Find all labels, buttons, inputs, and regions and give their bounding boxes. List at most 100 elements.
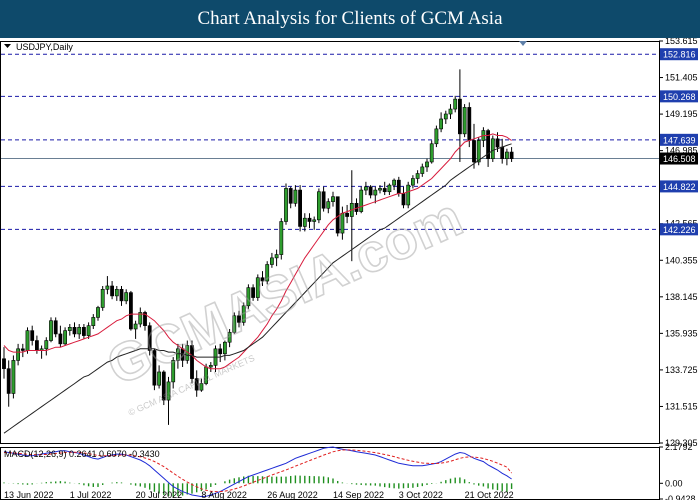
candle-body <box>448 108 453 115</box>
candle-body <box>415 173 420 179</box>
candle-body <box>114 288 119 297</box>
candle-body <box>425 161 429 168</box>
x-tick-label: 3 Oct 2022 <box>399 490 443 500</box>
candle-body <box>302 217 307 227</box>
candle-body <box>378 188 382 191</box>
level-label-box <box>660 180 698 193</box>
x-tick-label: 13 Jun 2022 <box>4 490 54 500</box>
candle-body <box>227 331 232 343</box>
y-tick-label: 140.355 <box>665 255 698 265</box>
candle-body <box>363 186 368 191</box>
candle-body <box>316 191 321 221</box>
candle-body <box>44 340 49 350</box>
macd-signal-line <box>3 449 512 493</box>
level-label-box <box>660 48 698 61</box>
candle-body <box>462 107 467 135</box>
candle-body <box>138 312 143 325</box>
x-axis-labels: 13 Jun 2022 1 Jul 2022 20 Jul 2022 8 Aug 20… <box>4 490 514 500</box>
candle-body <box>30 330 35 341</box>
candle-body <box>20 348 25 351</box>
candle-body <box>82 327 86 336</box>
level-label: 150.268 <box>663 92 696 102</box>
candle-body <box>63 330 68 345</box>
level-label: 147.639 <box>663 135 696 145</box>
price-pane: 153.615151.405149.195146.985144.775142.5… <box>0 38 698 448</box>
candle-body <box>77 327 82 335</box>
macd-y-tick-label: -0.9428 <box>665 494 696 500</box>
x-tick-label: 26 Aug 2022 <box>267 490 318 500</box>
candle-body <box>199 383 204 391</box>
macd-y-tick-label: 0.00 <box>665 478 683 488</box>
macd-main-line <box>3 446 512 498</box>
dropdown-triangle-icon[interactable] <box>4 44 11 48</box>
candle-body <box>119 288 124 302</box>
chart-area: 153.615151.405149.195146.985144.775142.5… <box>0 38 698 500</box>
x-tick-label: 20 Jul 2022 <box>136 490 183 500</box>
y-tick-label: 138.145 <box>665 292 698 302</box>
y-tick-label: 151.405 <box>665 73 698 83</box>
candle-body <box>335 196 340 234</box>
candle-body <box>208 365 213 368</box>
candle-body <box>340 212 345 234</box>
moving-average-line <box>3 133 512 370</box>
candle-body <box>396 179 401 194</box>
candle-body <box>260 277 265 282</box>
candle-body <box>269 257 274 265</box>
candle-body <box>72 327 77 335</box>
candle-body <box>251 287 256 298</box>
candle-body <box>255 277 260 298</box>
candle-body <box>279 221 284 255</box>
candle-body <box>467 107 472 141</box>
candle-body <box>194 378 199 391</box>
candle-body <box>420 166 425 174</box>
page-title: Chart Analysis for Clients of GCM Asia <box>0 0 700 38</box>
candle-body <box>91 317 96 326</box>
x-tick-label: 14 Sep 2022 <box>333 490 384 500</box>
candle-body <box>486 130 491 159</box>
x-tick-label: 21 Oct 2022 <box>465 490 514 500</box>
candle-body <box>86 325 91 336</box>
candle-body <box>237 315 241 323</box>
level-label: 152.816 <box>663 50 696 60</box>
candle-body <box>331 196 335 202</box>
candle-body <box>359 189 364 212</box>
candle-body <box>246 287 251 307</box>
macd-label: MACD(12,26,9) 0.2641 0.6070 -0.3430 <box>4 449 160 459</box>
x-tick-label: 8 Aug 2022 <box>201 490 247 500</box>
current-price-label: 146.508 <box>663 154 696 164</box>
autoscroll-marker-icon <box>519 41 527 46</box>
y-tick-label: 135.935 <box>665 328 698 338</box>
price-pane-border <box>0 41 660 444</box>
level-label-box <box>660 223 698 236</box>
candle-body <box>6 368 11 394</box>
candle-body <box>232 315 237 333</box>
candle-body <box>152 350 157 386</box>
candle-body <box>129 292 133 330</box>
candle-body <box>453 98 458 110</box>
candle-body <box>16 348 21 361</box>
candle-body <box>265 264 270 282</box>
candle-body <box>284 188 288 222</box>
candle-body <box>406 184 411 206</box>
candle-body <box>387 184 392 193</box>
candle-body <box>110 285 115 297</box>
current-price-box <box>660 152 698 165</box>
candle-body <box>321 191 326 209</box>
candle-body <box>218 348 223 355</box>
candle-body <box>373 189 378 196</box>
candle-body <box>58 333 63 345</box>
candle-body <box>171 360 176 383</box>
candle-body <box>345 212 350 217</box>
candle-body <box>509 151 514 159</box>
candle-body <box>472 140 476 163</box>
candle-body <box>401 193 406 206</box>
candle-body <box>67 327 72 331</box>
candle-body <box>190 345 194 379</box>
candle-body <box>34 340 39 351</box>
candle-body <box>443 113 448 120</box>
y-tick-label: 133.725 <box>665 365 698 375</box>
candle-body <box>490 138 495 159</box>
candle-body <box>382 188 387 193</box>
y-tick-label: 149.195 <box>665 109 698 119</box>
candle-body <box>504 151 509 159</box>
